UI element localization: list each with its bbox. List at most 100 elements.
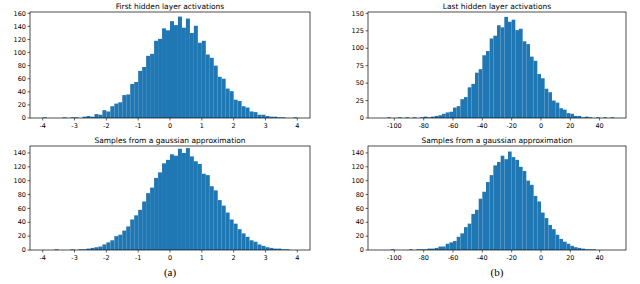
bar <box>530 57 534 118</box>
y-tick-label: 125 <box>352 27 364 35</box>
bar <box>556 103 560 118</box>
x-tick-label: 20 <box>566 254 574 262</box>
bar <box>246 108 250 118</box>
bar <box>114 236 118 250</box>
bar <box>460 99 464 118</box>
y-tick <box>28 180 31 181</box>
bar <box>122 95 126 118</box>
y-tick <box>28 52 31 53</box>
x-tick-label: 0 <box>539 122 543 130</box>
y-tick <box>366 194 369 195</box>
x-tick <box>540 118 541 121</box>
bar <box>118 102 122 118</box>
y-tick-label: 140 <box>352 149 364 157</box>
y-tick <box>366 222 369 223</box>
bar <box>206 175 210 250</box>
bar <box>186 148 190 250</box>
x-tick <box>599 118 600 121</box>
y-tick <box>28 222 31 223</box>
bar <box>158 39 162 118</box>
x-tick-label: -20 <box>506 254 517 262</box>
chart-title: First hidden layer activations <box>116 2 225 11</box>
x-tick-label: -40 <box>477 122 488 130</box>
bar <box>206 55 210 118</box>
panel-caption: (a) <box>164 266 177 279</box>
bar <box>552 229 556 250</box>
bar <box>250 111 254 118</box>
bar <box>537 74 541 118</box>
bar <box>457 237 461 250</box>
x-tick-label: -1 <box>135 254 141 262</box>
bar <box>563 242 567 250</box>
bar <box>574 247 578 250</box>
y-tick-label: 100 <box>14 49 26 57</box>
bar <box>258 115 262 118</box>
bar <box>497 25 501 118</box>
bar <box>475 210 479 250</box>
bar <box>202 41 206 118</box>
y-tick <box>366 152 369 153</box>
bar <box>493 165 497 250</box>
bar <box>552 101 556 118</box>
bar <box>218 200 222 250</box>
y-tick-label: 0 <box>360 246 364 254</box>
y-tick-label: 100 <box>352 44 364 52</box>
x-tick <box>42 118 43 121</box>
bar <box>134 82 138 118</box>
bar <box>166 160 170 250</box>
bar <box>567 113 571 118</box>
bar <box>515 160 519 250</box>
bar <box>471 214 475 250</box>
bar <box>475 73 479 118</box>
bar <box>556 235 560 250</box>
bar <box>446 112 450 118</box>
bar <box>242 233 246 250</box>
bar <box>162 163 166 250</box>
bar <box>226 213 230 250</box>
bar <box>512 157 516 250</box>
bar <box>497 162 501 250</box>
bar <box>114 104 118 118</box>
bar <box>570 246 574 250</box>
x-tick <box>599 250 600 253</box>
y-tick-label: 160 <box>14 10 26 18</box>
y-tick <box>366 166 369 167</box>
x-tick-label: 2 <box>232 254 236 262</box>
x-tick-label: 1 <box>200 254 204 262</box>
x-tick <box>170 250 171 253</box>
y-tick <box>28 78 31 79</box>
axes-frame <box>30 12 310 118</box>
bar <box>222 79 226 118</box>
x-tick-label: -100 <box>387 122 402 130</box>
bar <box>501 156 505 250</box>
bar <box>110 240 114 250</box>
y-tick-label: 20 <box>18 232 26 240</box>
bar <box>230 91 234 118</box>
y-tick <box>366 208 369 209</box>
y-tick-label: 80 <box>18 191 26 199</box>
x-tick <box>297 118 298 121</box>
bar <box>545 218 549 250</box>
x-tick <box>394 250 395 253</box>
bar <box>166 30 170 118</box>
x-tick-label: 0 <box>168 254 172 262</box>
y-tick-label: 20 <box>18 101 26 109</box>
bar <box>190 156 194 250</box>
x-tick-label: -2 <box>103 122 109 130</box>
y-tick <box>28 65 31 66</box>
x-tick-label: 40 <box>595 122 603 130</box>
x-tick <box>138 118 139 121</box>
bar <box>238 229 242 250</box>
bar <box>142 201 146 250</box>
y-tick-label: 100 <box>14 177 26 185</box>
bar <box>98 247 102 250</box>
bar <box>460 233 464 250</box>
y-tick <box>28 39 31 40</box>
bar <box>541 213 545 250</box>
bar <box>122 231 126 250</box>
y-tick <box>366 100 369 101</box>
x-tick <box>423 118 424 121</box>
bar <box>98 115 102 118</box>
bar <box>519 29 523 118</box>
y-tick <box>366 180 369 181</box>
